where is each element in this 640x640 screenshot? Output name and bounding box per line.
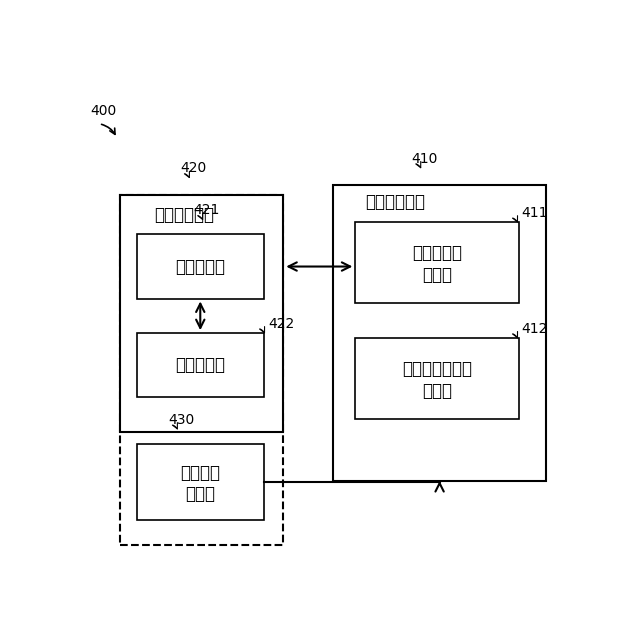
Text: パラメータ: パラメータ bbox=[412, 244, 462, 262]
Text: 調整部: 調整部 bbox=[422, 266, 452, 284]
Text: 421: 421 bbox=[193, 204, 220, 217]
Text: 410: 410 bbox=[412, 152, 438, 166]
Bar bbox=[137, 444, 264, 520]
Bar bbox=[333, 185, 547, 481]
Bar bbox=[355, 222, 519, 303]
Text: 420: 420 bbox=[180, 161, 207, 175]
Text: 撮像部: 撮像部 bbox=[186, 484, 215, 502]
Text: 造形試料: 造形試料 bbox=[180, 464, 220, 482]
Text: 積層造形部: 積層造形部 bbox=[175, 356, 225, 374]
Text: 提供部: 提供部 bbox=[422, 382, 452, 400]
Text: 430: 430 bbox=[168, 413, 195, 427]
Text: 411: 411 bbox=[522, 205, 548, 220]
Bar bbox=[137, 333, 264, 397]
Text: 412: 412 bbox=[522, 321, 548, 335]
Text: 積層造形装置: 積層造形装置 bbox=[154, 206, 214, 224]
Bar bbox=[120, 195, 284, 431]
Bar bbox=[355, 338, 519, 419]
Bar bbox=[137, 234, 264, 298]
Text: 情報処理装置: 情報処理装置 bbox=[365, 193, 425, 211]
Bar bbox=[120, 195, 284, 545]
Text: 422: 422 bbox=[269, 317, 295, 331]
Text: 積層造形データ: 積層造形データ bbox=[402, 360, 472, 378]
Text: 造形制御部: 造形制御部 bbox=[175, 257, 225, 276]
Text: 400: 400 bbox=[90, 104, 116, 118]
